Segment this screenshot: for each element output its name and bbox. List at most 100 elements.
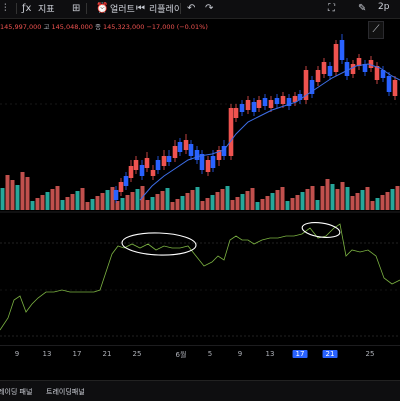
volume-bar xyxy=(185,193,190,210)
volume-bar xyxy=(40,195,45,210)
volume-bar xyxy=(345,187,350,210)
volume-bar xyxy=(265,196,270,210)
trendline-tool-icon[interactable]: ⟋ xyxy=(368,21,384,39)
candle-body xyxy=(374,66,380,80)
redo-icon[interactable]: ↷ xyxy=(205,3,214,14)
high-value: 145,048,000 xyxy=(51,23,93,31)
volume-bar xyxy=(115,201,120,210)
volume-bar xyxy=(5,175,10,210)
pencil-icon[interactable]: ✎ xyxy=(358,3,367,14)
date-label: 13 xyxy=(265,350,275,358)
candle-body xyxy=(321,62,327,74)
volume-bar xyxy=(355,193,360,210)
volume-bar xyxy=(295,195,300,210)
candle-body xyxy=(199,154,205,170)
change-value: −17,000 (−0.01%) xyxy=(146,23,208,31)
annotation-circle[interactable] xyxy=(301,220,341,239)
candle-body xyxy=(251,102,257,112)
volume-bar xyxy=(45,192,50,210)
indicators-icon[interactable]: ƒx xyxy=(22,3,32,14)
candle-body xyxy=(356,58,362,66)
volume-bars xyxy=(0,172,400,210)
volume-bar xyxy=(195,187,200,210)
volume-bar xyxy=(35,198,40,210)
tab-trading-panel-2[interactable]: 트레이딩패널 xyxy=(46,388,85,396)
volume-bar xyxy=(170,202,175,210)
drawing-tools: ⟋ xyxy=(366,19,400,41)
volume-bar xyxy=(60,200,65,210)
ohlc-legend: 145,997,000 고 145,048,000 종 145,323,000 … xyxy=(0,21,208,31)
fullscreen-icon[interactable]: ⛶ xyxy=(328,3,335,14)
candle-body xyxy=(172,146,178,158)
candle-body xyxy=(233,108,239,118)
undo-icon[interactable]: ↶ xyxy=(187,3,196,14)
annotation-circle[interactable] xyxy=(121,232,197,257)
bottom-panel-bar: 레이딩 패널 트레이딩패널 xyxy=(0,380,400,401)
volume-bar xyxy=(310,186,315,210)
volume-bar xyxy=(175,199,180,210)
volume-bar xyxy=(0,188,5,210)
candle-body xyxy=(118,182,124,192)
candle-body xyxy=(139,165,145,176)
volume-bar xyxy=(10,180,15,210)
date-label: 13 xyxy=(42,350,52,358)
candle-body xyxy=(166,156,172,162)
candle-body xyxy=(177,142,183,152)
volume-bar xyxy=(320,186,325,210)
volume-bar xyxy=(365,187,370,210)
volume-bar xyxy=(260,199,265,210)
date-label: 5 xyxy=(207,350,213,358)
candle-body xyxy=(292,96,298,102)
candle-body xyxy=(221,146,227,156)
layout-grid-icon[interactable]: ⊞ xyxy=(72,3,81,14)
date-label: 25 xyxy=(365,350,375,358)
date-label: 21 xyxy=(102,350,112,358)
replay-icon[interactable]: ⏮ xyxy=(136,3,145,14)
volume-bar xyxy=(270,193,275,210)
close-value: 145,323,000 xyxy=(103,23,145,31)
chart-type-icon[interactable]: ⫶ xyxy=(4,3,7,14)
volume-bar xyxy=(390,189,395,210)
candle-body xyxy=(113,190,119,200)
date-label: 9 xyxy=(14,350,20,358)
volume-bar xyxy=(160,191,165,210)
toolbar-divider xyxy=(86,3,87,14)
indicators-button[interactable]: 지표 xyxy=(38,5,55,15)
volume-bar xyxy=(250,188,255,210)
date-label: 9 xyxy=(237,350,243,358)
candle-body xyxy=(228,108,234,156)
volume-bar xyxy=(145,200,150,210)
top-toolbar: ⫶ ƒx 지표 ⊞ ⏰ 얼러트 ⏮ 리플레이 ↶ ↷ ⛶ ✎ 2p xyxy=(0,0,400,19)
candlesticks xyxy=(113,34,398,203)
replay-button[interactable]: 리플레이 xyxy=(149,5,183,15)
volume-bar xyxy=(80,188,85,210)
toolbar-divider xyxy=(16,3,17,14)
tab-trading-panel[interactable]: 레이딩 패널 xyxy=(0,388,33,396)
volume-bar xyxy=(120,198,125,210)
high-label: 고 xyxy=(43,23,50,31)
volume-bar xyxy=(55,186,60,210)
candle-body xyxy=(344,62,350,76)
right-toolbar-label[interactable]: 2p xyxy=(378,2,390,12)
volume-bar xyxy=(360,190,365,210)
moving-average-line xyxy=(139,63,400,201)
volume-bar xyxy=(300,192,305,210)
volume-bar xyxy=(225,186,230,210)
volume-bar xyxy=(380,195,385,210)
alert-clock-icon[interactable]: ⏰ xyxy=(96,3,109,14)
alerts-button[interactable]: 얼러트 xyxy=(110,5,135,15)
candle-body xyxy=(205,160,211,172)
volume-bar xyxy=(25,177,30,210)
volume-bar xyxy=(255,202,260,210)
volume-bar xyxy=(370,201,375,210)
candle-body xyxy=(150,170,156,176)
candle-body xyxy=(183,140,189,150)
volume-bar xyxy=(75,191,80,210)
volume-bar xyxy=(190,190,195,210)
volume-bar xyxy=(235,197,240,210)
candle-body xyxy=(339,40,345,60)
volume-bar xyxy=(280,187,285,210)
volume-bar xyxy=(340,182,345,210)
candle-body xyxy=(303,70,309,100)
